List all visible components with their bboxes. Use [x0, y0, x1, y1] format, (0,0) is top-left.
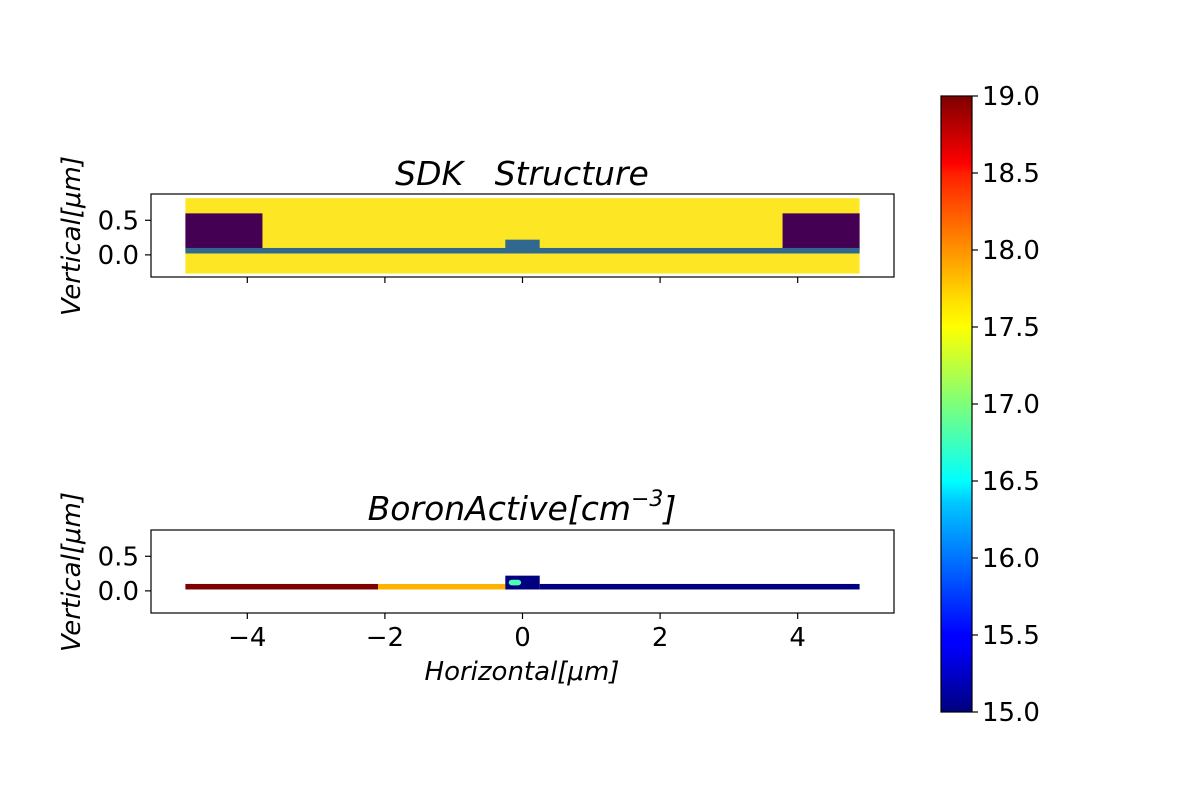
region-right-contact: [782, 213, 860, 251]
x-tick-label: 0: [514, 623, 531, 653]
colorbar-ticks: 19.0 18.5 18.0 17.5 17.0 16.5 16.0 15.5 15.0: [972, 82, 1040, 728]
colorbar-tick-label: 16.5: [982, 467, 1040, 497]
structure-x-ticks: [246, 277, 799, 283]
structure-plot-title: SDK Structure: [395, 154, 649, 193]
region-p-region: [378, 583, 506, 590]
colorbar-tick-label: 18.0: [982, 236, 1040, 266]
region-background: [185, 198, 860, 274]
colorbar-tick-label: 17.5: [982, 313, 1040, 343]
structure-regions: [185, 198, 860, 274]
boron-title-main: BoronActive[cm: [368, 489, 631, 528]
boron-title-exponent: −3: [631, 487, 663, 512]
y-tick-label: 0.0: [98, 241, 139, 271]
region-n-region: [539, 583, 860, 590]
structure-y-ticks: 0.00.5: [98, 206, 151, 271]
colorbar-tick-label: 17.0: [982, 390, 1040, 420]
x-tick-label: 2: [652, 623, 669, 653]
region-gate: [505, 239, 540, 254]
boron-plot: BoronActive[cm−3] −4 −2 0 2 4 0.00.5 Vertica…: [57, 487, 895, 687]
region-p-plus-region: [185, 583, 379, 590]
y-tick-label: 0.5: [98, 542, 139, 572]
colorbar-tick-label: 19.0: [982, 82, 1040, 112]
colorbar-tick-label: 18.5: [982, 159, 1040, 189]
boron-title-suffix: ]: [661, 489, 676, 528]
x-tick-label: −4: [228, 623, 266, 653]
x-tick-label: −2: [366, 623, 404, 653]
region-gate-edge-spot: [508, 579, 522, 586]
boron-plot-title: BoronActive[cm−3]: [368, 487, 677, 528]
colorbar-gradient: [940, 95, 973, 713]
y-tick-label: 0.0: [98, 577, 139, 607]
boron-regions: [185, 575, 860, 590]
colorbar: 19.0 18.5 18.0 17.5 17.0 16.5 16.0 15.5 15.0: [940, 82, 1040, 728]
boron-plot-frame: [150, 529, 895, 614]
region-left-contact: [185, 213, 263, 251]
colorbar-tick-label: 15.0: [982, 698, 1040, 728]
structure-y-axis-title: Vertical[μm]: [57, 156, 87, 316]
boron-x-ticks: −4 −2 0 2 4: [228, 613, 806, 653]
boron-y-ticks: 0.00.5: [98, 542, 151, 607]
colorbar-tick-label: 15.5: [982, 621, 1040, 651]
structure-plot: SDK Structure 0.00.5 Vertical[μm]: [57, 154, 895, 316]
colorbar-tick-label: 16.0: [982, 544, 1040, 574]
x-tick-label: 4: [789, 623, 806, 653]
y-tick-label: 0.5: [98, 206, 139, 236]
boron-y-axis-title: Vertical[μm]: [57, 492, 87, 652]
region-gate: [505, 575, 540, 590]
boron-x-axis-title: Horizontal[μm]: [425, 657, 620, 687]
